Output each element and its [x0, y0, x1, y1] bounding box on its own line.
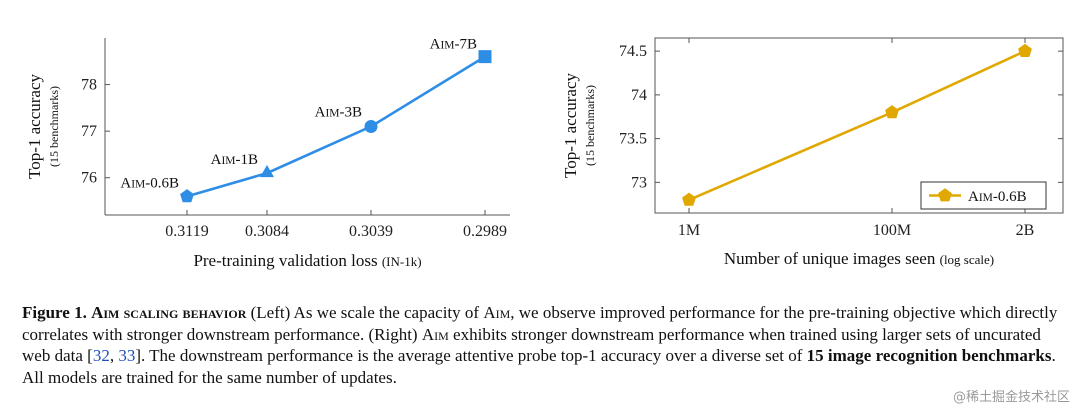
left-y-tick-label: 77	[81, 123, 97, 140]
left-data-point	[364, 120, 378, 133]
figure-caption: Figure 1. Aim scaling behavior (Left) As…	[22, 302, 1062, 388]
left-x-axis-label: Pre-training validation loss (IN-1k)	[193, 251, 421, 270]
right-x-axis-label: Number of unique images seen (log scale)	[724, 249, 994, 268]
legend-label: AIM-0.6B	[968, 189, 1027, 205]
left-point-label: AIM-1B	[211, 152, 258, 168]
right-legend: AIM-0.6B	[920, 181, 1047, 210]
citation-33[interactable]: 33	[118, 346, 136, 365]
right-series-line	[688, 49, 1026, 202]
right-x-tick-label: 100M	[873, 222, 911, 239]
left-point-label: AIM-7B	[430, 37, 477, 53]
right-x-tick-label: 1M	[678, 222, 700, 239]
caption-aim-2: Aim	[421, 324, 449, 344]
caption-text-3: exhibits stronger downstream performance…	[22, 324, 1041, 366]
caption-text-5: . All models are trained for the same nu…	[22, 346, 1056, 387]
left-series-line	[186, 55, 486, 198]
left-x-tick-label: 0.3084	[245, 223, 289, 240]
left-x-tick-label: 0.3039	[349, 223, 393, 240]
caption-fig-label: Figure 1.	[22, 303, 87, 322]
right-y-tick-label: 73.5	[619, 131, 647, 148]
citation-32[interactable]: 32	[92, 346, 110, 365]
left-data-point	[478, 50, 492, 64]
figure-charts: 76 77 78 0.3119 0.3084 0.3039 0.2989 AIM-0.6B AI…	[25, 37, 1064, 270]
caption-text-1: (Left) As we scale the capacity of	[246, 303, 484, 322]
watermark: @稀土掘金技术社区	[952, 390, 1070, 405]
left-y-axis-sublabel: (15 benchmarks)	[47, 86, 61, 167]
left-point-label: AIM-3B	[315, 105, 362, 121]
caption-sep: ,	[109, 346, 119, 365]
caption-text-2: , we observe improved performance for th…	[22, 303, 1058, 344]
right-data-point	[682, 192, 696, 206]
left-data-point	[180, 189, 194, 203]
right-x-tick-label: 2B	[1016, 222, 1035, 239]
caption-title: Aim scaling behavior	[91, 303, 247, 322]
right-data-point	[1018, 43, 1032, 57]
caption-aim-1: Aim	[483, 303, 511, 322]
right-y-axis-sublabel: (15 benchmarks)	[583, 85, 597, 166]
caption-bold-benchmarks: 15 image recognition benchmarks	[806, 346, 1052, 365]
right-y-tick-label: 73	[631, 174, 647, 191]
left-y-tick-label: 78	[81, 77, 97, 94]
left-x-tick-label: 0.2989	[463, 223, 507, 240]
left-data-point	[260, 165, 274, 178]
right-y-tick-label: 74	[631, 87, 647, 104]
right-chart: 73 73.5 74 74.5 1M 100M 2B AIM-0.6B Top-1 accura…	[561, 37, 1064, 268]
left-point-label: AIM-0.6B	[120, 175, 179, 191]
left-y-axis-label: Top-1 accuracy	[25, 74, 44, 179]
right-y-axis-label: Top-1 accuracy	[561, 73, 580, 178]
left-chart: 76 77 78 0.3119 0.3084 0.3039 0.2989 AIM-0.6B AI…	[25, 37, 510, 270]
right-data-point	[885, 105, 899, 119]
left-y-tick-label: 76	[81, 170, 97, 187]
right-y-tick-label: 74.5	[619, 43, 647, 60]
right-plot-frame	[654, 37, 1064, 214]
caption-text-4: ]. The downstream performance is the ave…	[135, 346, 807, 365]
left-x-tick-label: 0.3119	[165, 223, 208, 240]
legend-marker	[938, 188, 952, 202]
